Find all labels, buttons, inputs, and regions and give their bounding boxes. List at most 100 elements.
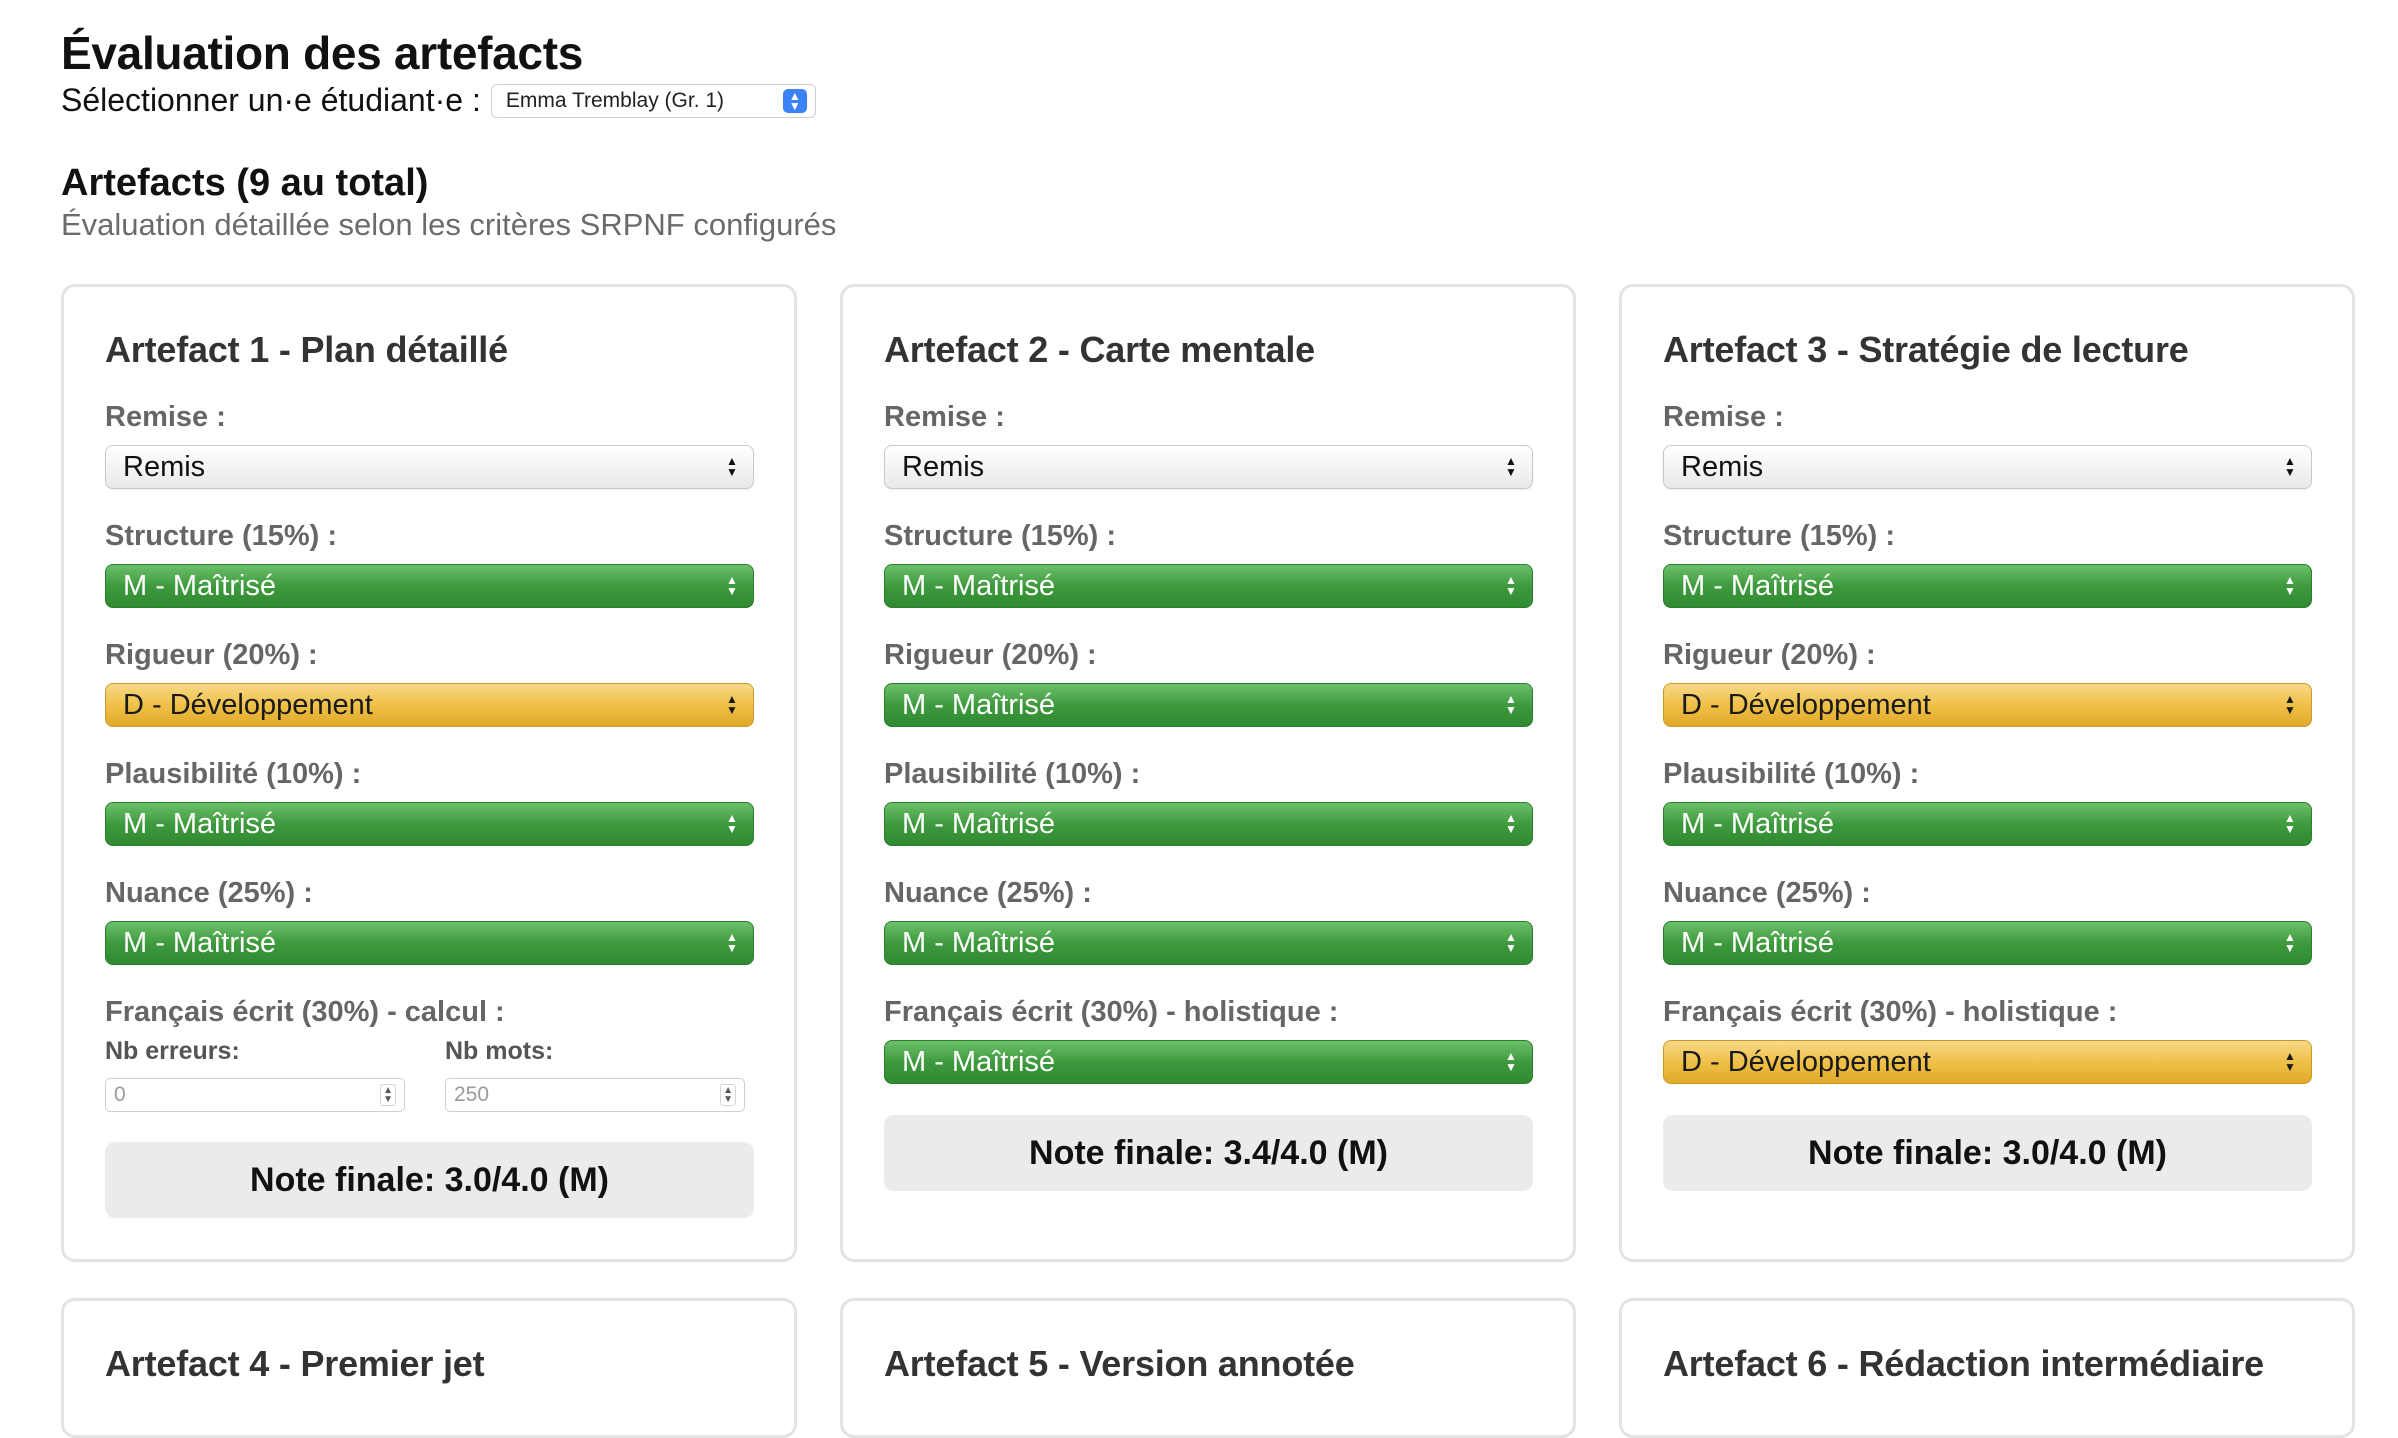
nuance-field: Nuance (25%) : M - Maîtrisé ▲ ▼ [1663, 877, 2312, 965]
plausibilite-select[interactable]: M - Maîtrisé ▲ ▼ [884, 802, 1533, 846]
rigueur-select-value: D - Développement [123, 688, 373, 721]
francais-holistique-field: Français écrit (30%) - holistique : D - … [1663, 996, 2312, 1084]
remise-field: Remise : Remis ▲ ▼ [105, 401, 754, 489]
remise-label: Remise : [884, 401, 1005, 433]
rigueur-select[interactable]: D - Développement ▲ ▼ [1663, 683, 2312, 727]
select-arrows-icon: ▲ ▼ [726, 573, 738, 598]
rigueur-select[interactable]: M - Maîtrisé ▲ ▼ [884, 683, 1533, 727]
artefact-title: Artefact 2 - Carte mentale [884, 329, 1315, 370]
select-arrows-icon: ▲ ▼ [2284, 930, 2296, 955]
artefact-title: Artefact 6 - Rédaction intermédiaire [1663, 1343, 2264, 1384]
remise-select[interactable]: Remis ▲ ▼ [884, 445, 1533, 489]
select-arrows-icon: ▲ ▼ [726, 692, 738, 717]
plausibilite-label: Plausibilité (10%) : [1663, 758, 1920, 790]
francais-select-value: D - Développement [1681, 1045, 1931, 1078]
structure-select[interactable]: M - Maîtrisé ▲ ▼ [1663, 564, 2312, 608]
remise-select[interactable]: Remis ▲ ▼ [1663, 445, 2312, 489]
student-select[interactable]: Emma Tremblay (Gr. 1) ▲ ▼ [490, 83, 816, 118]
plausibilite-select-value: M - Maîtrisé [902, 807, 1056, 840]
plausibilite-select-value: M - Maîtrisé [123, 807, 277, 840]
structure-label: Structure (15%) : [1663, 520, 1896, 552]
remise-label: Remise : [1663, 401, 1784, 433]
francais-holistique-label: Français écrit (30%) - holistique : [1663, 996, 2118, 1028]
remise-field: Remise : Remis ▲ ▼ [1663, 401, 2312, 489]
select-arrows-icon: ▲ ▼ [2284, 1049, 2296, 1074]
nb-mots-label: Nb mots: [445, 1037, 554, 1065]
nb-mots-placeholder: 250 [454, 1083, 490, 1106]
structure-select[interactable]: M - Maîtrisé ▲ ▼ [884, 564, 1533, 608]
nb-erreurs-col: Nb erreurs: 0 ▲ ▼ [105, 1037, 405, 1112]
rigueur-label: Rigueur (20%) : [884, 639, 1097, 671]
rigueur-field: Rigueur (20%) : M - Maîtrisé ▲ ▼ [884, 639, 1533, 727]
plausibilite-select[interactable]: M - Maîtrisé ▲ ▼ [1663, 802, 2312, 846]
nuance-select[interactable]: M - Maîtrisé ▲ ▼ [105, 921, 754, 965]
remise-label: Remise : [105, 401, 226, 433]
nuance-select-value: M - Maîtrisé [1681, 926, 1835, 959]
stepper-icon[interactable]: ▲ ▼ [380, 1084, 396, 1106]
select-arrows-icon: ▲ ▼ [2284, 692, 2296, 717]
select-arrows-icon: ▲ ▼ [1505, 811, 1517, 836]
artefact-title: Artefact 3 - Stratégie de lecture [1663, 329, 2189, 370]
artefact-title: Artefact 5 - Version annotée [884, 1343, 1355, 1384]
francais-calcul-field: Français écrit (30%) - calcul : Nb erreu… [105, 996, 754, 1112]
plausibilite-field: Plausibilité (10%) : M - Maîtrisé ▲ ▼ [884, 758, 1533, 846]
plausibilite-field: Plausibilité (10%) : M - Maîtrisé ▲ ▼ [1663, 758, 2312, 846]
francais-calcul-label: Français écrit (30%) - calcul : [105, 996, 505, 1028]
artefact-card-2: Artefact 2 - Carte mentale Remise : Remi… [840, 284, 1576, 1262]
rigueur-label: Rigueur (20%) : [1663, 639, 1876, 671]
francais-select[interactable]: M - Maîtrisé ▲ ▼ [884, 1040, 1533, 1084]
nuance-label: Nuance (25%) : [105, 877, 313, 909]
nb-erreurs-placeholder: 0 [114, 1083, 126, 1106]
structure-select[interactable]: M - Maîtrisé ▲ ▼ [105, 564, 754, 608]
chevron-updown-icon: ▲ ▼ [782, 88, 807, 113]
nuance-select[interactable]: M - Maîtrisé ▲ ▼ [884, 921, 1533, 965]
nb-mots-input[interactable]: 250 ▲ ▼ [445, 1078, 745, 1112]
francais-holistique-field: Français écrit (30%) - holistique : M - … [884, 996, 1533, 1084]
nuance-label: Nuance (25%) : [1663, 877, 1871, 909]
structure-label: Structure (15%) : [884, 520, 1117, 552]
rigueur-field: Rigueur (20%) : D - Développement ▲ ▼ [105, 639, 754, 727]
remise-select-value: Remis [902, 450, 985, 483]
remise-select-value: Remis [123, 450, 206, 483]
select-arrows-icon: ▲ ▼ [2284, 811, 2296, 836]
page-title: Évaluation des artefacts [61, 27, 584, 79]
francais-calcul-inputs: Nb erreurs: 0 ▲ ▼ Nb mots: 250 ▲ ▼ [105, 1037, 754, 1112]
student-select-value: Emma Tremblay (Gr. 1) [505, 88, 725, 112]
nuance-select-value: M - Maîtrisé [902, 926, 1056, 959]
structure-field: Structure (15%) : M - Maîtrisé ▲ ▼ [105, 520, 754, 608]
artefact-title: Artefact 1 - Plan détaillé [105, 329, 508, 370]
nuance-label: Nuance (25%) : [884, 877, 1092, 909]
select-arrows-icon: ▲ ▼ [1505, 1049, 1517, 1074]
remise-select-value: Remis [1681, 450, 1764, 483]
structure-select-value: M - Maîtrisé [123, 569, 277, 602]
nuance-field: Nuance (25%) : M - Maîtrisé ▲ ▼ [105, 877, 754, 965]
plausibilite-select[interactable]: M - Maîtrisé ▲ ▼ [105, 802, 754, 846]
nuance-select[interactable]: M - Maîtrisé ▲ ▼ [1663, 921, 2312, 965]
structure-select-value: M - Maîtrisé [902, 569, 1056, 602]
section-title: Artefacts (9 au total) [61, 162, 429, 204]
remise-select[interactable]: Remis ▲ ▼ [105, 445, 754, 489]
artefact-title: Artefact 4 - Premier jet [105, 1343, 485, 1384]
nb-mots-col: Nb mots: 250 ▲ ▼ [445, 1037, 745, 1112]
select-arrows-icon: ▲ ▼ [2284, 573, 2296, 598]
rigueur-field: Rigueur (20%) : D - Développement ▲ ▼ [1663, 639, 2312, 727]
artefact-card-6: Artefact 6 - Rédaction intermédiaire [1619, 1298, 2355, 1438]
page: Évaluation des artefacts Sélectionner un… [61, 27, 2355, 1438]
section-subtitle: Évaluation détaillée selon les critères … [61, 207, 837, 242]
student-select-label: Sélectionner un·e étudiant·e : [61, 82, 481, 118]
nb-erreurs-label: Nb erreurs: [105, 1037, 240, 1065]
rigueur-label: Rigueur (20%) : [105, 639, 318, 671]
nb-erreurs-input[interactable]: 0 ▲ ▼ [105, 1078, 405, 1112]
stepper-icon[interactable]: ▲ ▼ [720, 1084, 736, 1106]
francais-holistique-label: Français écrit (30%) - holistique : [884, 996, 1339, 1028]
artefact-card-3: Artefact 3 - Stratégie de lecture Remise… [1619, 284, 2355, 1262]
rigueur-select-value: D - Développement [1681, 688, 1931, 721]
francais-select[interactable]: D - Développement ▲ ▼ [1663, 1040, 2312, 1084]
rigueur-select[interactable]: D - Développement ▲ ▼ [105, 683, 754, 727]
plausibilite-field: Plausibilité (10%) : M - Maîtrisé ▲ ▼ [105, 758, 754, 846]
artefact-card-4: Artefact 4 - Premier jet [61, 1298, 797, 1438]
nuance-select-value: M - Maîtrisé [123, 926, 277, 959]
artefact-card-5: Artefact 5 - Version annotée [840, 1298, 1576, 1438]
select-arrows-icon: ▲ ▼ [726, 930, 738, 955]
structure-field: Structure (15%) : M - Maîtrisé ▲ ▼ [1663, 520, 2312, 608]
